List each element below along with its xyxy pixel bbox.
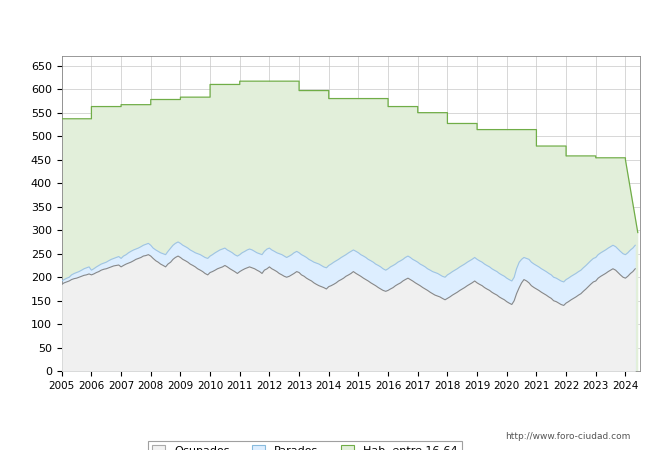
Text: Camarasa - Evolucion de la poblacion en edad de Trabajar Mayo de 2024: Camarasa - Evolucion de la poblacion en … (81, 18, 569, 31)
Legend: Ocupados, Parados, Hab. entre 16-64: Ocupados, Parados, Hab. entre 16-64 (148, 441, 462, 450)
Text: http://www.foro-ciudad.com: http://www.foro-ciudad.com (505, 432, 630, 441)
